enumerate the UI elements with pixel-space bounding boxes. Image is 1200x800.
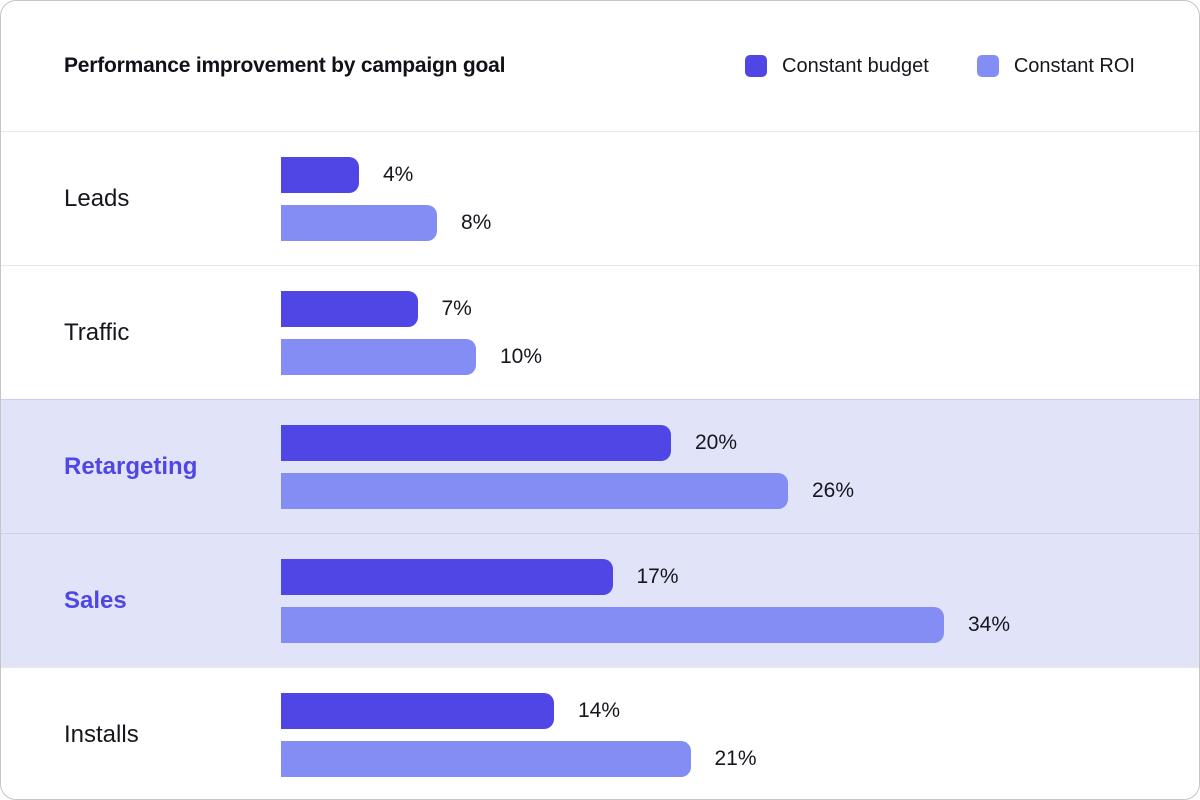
bar-constant-roi xyxy=(281,606,944,643)
bar-group-retargeting: 20% 26% xyxy=(281,424,855,509)
bar-group-leads: 4% 8% xyxy=(281,156,492,241)
value-label: 20% xyxy=(695,430,738,454)
category-label-installs: Installs xyxy=(64,720,139,748)
row-sales: Sales 17% 34% xyxy=(1,533,1199,667)
value-label: 26% xyxy=(812,478,855,502)
value-label: 8% xyxy=(461,210,492,234)
category-label-traffic: Traffic xyxy=(64,318,130,346)
bar-line-leads-budget: 4% xyxy=(281,156,491,193)
category-label-leads: Leads xyxy=(64,184,130,212)
value-label: 10% xyxy=(500,344,543,368)
bar-line-retargeting-budget: 20% xyxy=(281,424,854,461)
bar-constant-roi xyxy=(281,338,476,375)
value-label: 4% xyxy=(383,162,414,186)
bar-line-retargeting-roi: 26% xyxy=(281,472,855,509)
row-leads: Leads 4% 8% xyxy=(1,131,1199,265)
bar-line-leads-roi: 8% xyxy=(281,204,492,241)
category-label-sales: Sales xyxy=(64,586,127,614)
bar-constant-roi xyxy=(281,204,437,241)
value-label: 21% xyxy=(714,746,757,770)
chart-title: Performance improvement by campaign goal xyxy=(64,54,506,77)
bar-constant-budget xyxy=(281,424,671,461)
bar-constant-budget xyxy=(281,290,418,327)
legend-swatch-constant-roi xyxy=(976,55,999,77)
row-installs: Installs 14% 21% xyxy=(1,667,1199,799)
bar-line-sales-budget: 17% xyxy=(281,558,1010,595)
bar-group-traffic: 7% 10% xyxy=(281,290,543,375)
chart-header: Performance improvement by campaign goal… xyxy=(1,1,1199,131)
row-traffic: Traffic 7% 10% xyxy=(1,265,1199,399)
bar-constant-budget xyxy=(281,558,613,595)
legend-item-constant-budget: Constant budget xyxy=(745,55,929,78)
bar-constant-roi xyxy=(281,740,691,777)
legend-label-constant-budget: Constant budget xyxy=(782,54,929,77)
bar-constant-budget xyxy=(281,692,554,729)
value-label: 7% xyxy=(441,296,472,320)
legend: Constant budget Constant ROI xyxy=(745,55,1135,78)
value-label: 17% xyxy=(636,564,679,588)
bar-line-installs-budget: 14% xyxy=(281,692,757,729)
bar-line-traffic-budget: 7% xyxy=(281,290,542,327)
value-label: 14% xyxy=(578,698,621,722)
row-retargeting: Retargeting 20% 26% xyxy=(1,399,1199,533)
legend-label-constant-roi: Constant ROI xyxy=(1013,54,1135,77)
bar-line-sales-roi: 34% xyxy=(281,606,1011,643)
bar-group-installs: 14% 21% xyxy=(281,692,757,777)
bar-group-sales: 17% 34% xyxy=(281,558,1011,643)
bar-constant-budget xyxy=(281,156,359,193)
bar-constant-roi xyxy=(281,472,788,509)
value-label: 34% xyxy=(968,612,1011,636)
legend-swatch-constant-budget xyxy=(745,55,768,77)
bar-line-installs-roi: 21% xyxy=(281,740,757,777)
legend-item-constant-roi: Constant ROI xyxy=(976,54,1135,78)
bar-line-traffic-roi: 10% xyxy=(281,338,543,375)
category-label-retargeting: Retargeting xyxy=(64,452,198,480)
